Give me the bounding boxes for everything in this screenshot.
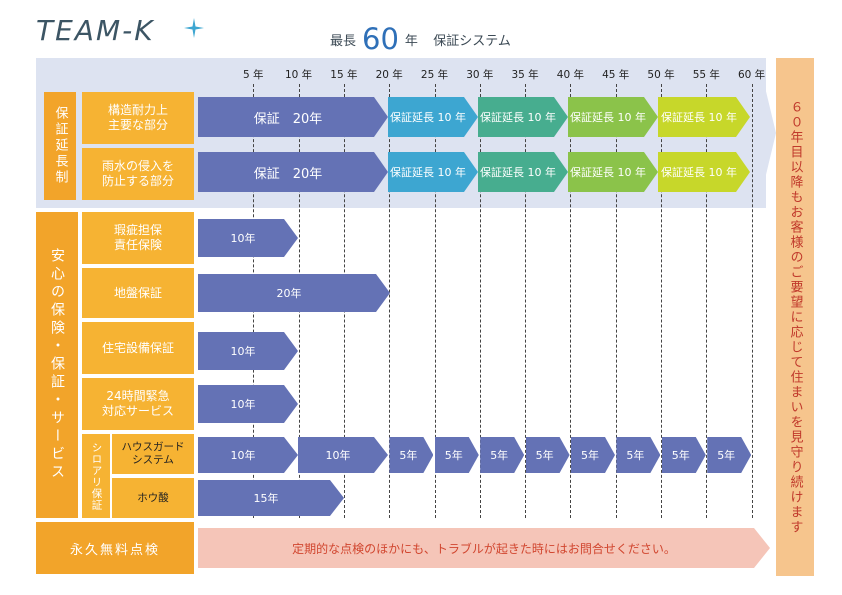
- house-guard-bar: 5年: [616, 437, 660, 473]
- side-note-panel: ６０年目以降もお客様のご要望に応じて住まいを見守り続けます: [776, 58, 814, 576]
- house-guard-bar: 5年: [526, 437, 570, 473]
- timeline-tick-label: 45 年: [602, 69, 630, 81]
- extension-arrow: 保証延長 10 年: [568, 152, 658, 192]
- timeline-tick-label: 35 年: [511, 69, 539, 81]
- insurance-group-label: 安心の保険・保証・サービス: [49, 248, 65, 482]
- extension-arrow: 保証延長 10 年: [478, 97, 568, 137]
- ground-warranty-label: 地盤保証: [82, 268, 194, 318]
- extension-arrow: 保証延長 10 年: [658, 152, 750, 192]
- timeline-gridline: [751, 84, 753, 518]
- house-guard-bar: 5年: [571, 437, 615, 473]
- house-guard-bar: 5年: [707, 437, 751, 473]
- extension-arrow: 保証延長 10 年: [568, 97, 658, 137]
- page-title: 最長 60 年 保証システム: [330, 22, 511, 56]
- timeline-tick-label: 55 年: [692, 69, 720, 81]
- timeline-tick-label: 25 年: [420, 69, 449, 81]
- extension-arrow: 保証延長 10 年: [388, 152, 478, 192]
- side-note-text: ６０年目以降もお客様のご要望に応じて住まいを見守り続けます: [787, 99, 803, 535]
- house-guard-bar: 10年: [298, 437, 388, 473]
- extension-arrow: 保証延長 10 年: [388, 97, 478, 137]
- timeline-tick-label: 40 年: [556, 69, 584, 81]
- timeline-gridline: [479, 84, 481, 518]
- timeline-gridline: [570, 84, 572, 518]
- emergency-service-label: 24時間緊急 対応サービス: [82, 378, 194, 430]
- extension-arrow: 保証延長 10 年: [658, 97, 750, 137]
- equipment-warranty-bar: 10年: [198, 332, 298, 370]
- timeline-gridline: [661, 84, 662, 518]
- timeline-gridline: [525, 84, 527, 518]
- termite-group: シロアリ保証: [82, 434, 110, 518]
- structural-parts-label: 構造耐力上 主要な部分: [82, 92, 194, 144]
- free-inspection-label-box: 永久無料点検: [36, 522, 194, 574]
- sparkle-icon: [184, 18, 204, 38]
- house-guard-bar: 10年: [198, 437, 298, 473]
- house-guard-bar: 5年: [480, 437, 524, 473]
- timeline-tick-label: 10 年: [284, 69, 313, 81]
- warranty-extension-group: 保証延長制: [44, 92, 76, 200]
- inspection-message-arrow: 定期的な点検のほかにも、トラブルが起きた時にはお問合せください。: [198, 528, 770, 568]
- timeline-gridline: [389, 84, 391, 518]
- timeline-tick-label: 5 年: [243, 69, 264, 81]
- house-guard-bar: 5年: [435, 437, 479, 473]
- timeline-band-arrowhead: [758, 58, 776, 208]
- insurance-group: 安心の保険・保証・サービス: [36, 212, 78, 518]
- base-warranty-arrow: 保証 20年: [198, 97, 388, 137]
- timeline-tick-label: 15 年: [330, 69, 358, 81]
- boric-acid-label: ホウ酸: [112, 478, 194, 518]
- emergency-service-bar: 10年: [198, 385, 298, 423]
- house-guard-bar: 5年: [662, 437, 706, 473]
- ground-warranty-bar: 20年: [198, 274, 390, 312]
- defect-insurance-label: 瑕疵担保 責任保険: [82, 212, 194, 264]
- house-guard-bar: 5年: [389, 437, 433, 473]
- base-warranty-arrow: 保証 20年: [198, 152, 388, 192]
- timeline-tick-label: 30 年: [466, 69, 494, 81]
- extension-arrow: 保証延長 10 年: [478, 152, 568, 192]
- warranty-extension-group-label: 保証延長制: [52, 106, 68, 186]
- free-inspection-label: 永久無料点検: [69, 542, 160, 558]
- defect-insurance-bar: 10年: [198, 219, 298, 257]
- timeline-tick-label: 50 年: [647, 69, 675, 81]
- inspection-message: 定期的な点検のほかにも、トラブルが起きた時にはお問合せください。: [292, 541, 676, 556]
- timeline-tick-label: 60 年: [737, 69, 766, 81]
- rain-intrusion-label: 雨水の侵入を 防止する部分: [82, 148, 194, 200]
- termite-group-label: シロアリ保証: [90, 441, 103, 511]
- boric-acid-bar: 15年: [198, 480, 344, 516]
- house-guard-label: ハウスガード システム: [112, 434, 194, 474]
- timeline-gridline: [615, 84, 617, 518]
- equipment-warranty-label: 住宅設備保証: [82, 322, 194, 374]
- timeline-tick-label: 20 年: [375, 69, 403, 81]
- timeline-gridline: [434, 84, 436, 518]
- team-k-logo: TEAM-K: [36, 14, 155, 47]
- timeline-gridline: [706, 84, 708, 518]
